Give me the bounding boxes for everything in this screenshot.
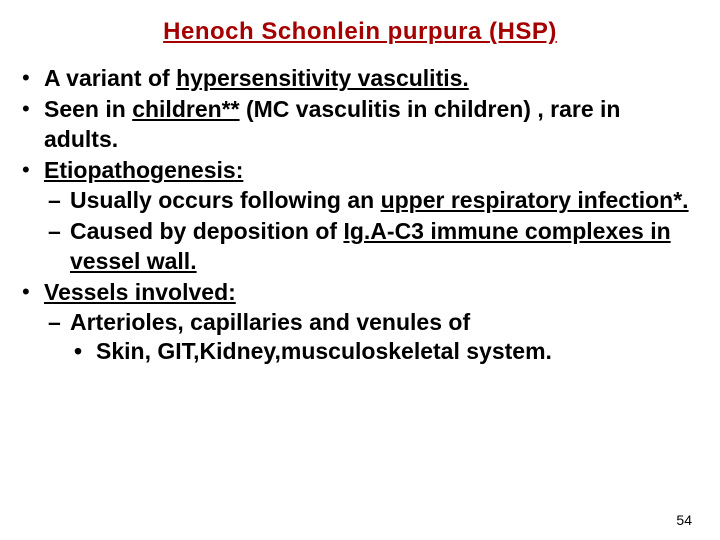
- text-segment: Vessels involved:: [44, 279, 236, 305]
- sub-sub-item: Skin, GIT,Kidney,musculoskeletal system.: [96, 337, 700, 366]
- page-number: 54: [676, 512, 692, 528]
- bullet-item: Seen in children** (MC vasculitis in chi…: [44, 95, 700, 154]
- sub-list-1: Arterioles, capillaries and venules of Sk…: [44, 308, 700, 367]
- text-segment: children**: [132, 96, 239, 122]
- sub-item: Arterioles, capillaries and venules of Sk…: [70, 308, 700, 367]
- sub-list-1: Usually occurs following an upper respir…: [44, 186, 700, 276]
- text-segment: A variant of: [44, 65, 176, 91]
- text-segment: hypersensitivity vasculitis.: [176, 65, 469, 91]
- text-segment: Skin, GIT,Kidney,musculoskeletal system.: [96, 338, 552, 364]
- text-segment: Etiopathogenesis:: [44, 157, 243, 183]
- bullet-list: A variant of hypersensitivity vasculitis…: [20, 64, 700, 366]
- text-segment: Seen in: [44, 96, 132, 122]
- bullet-item: A variant of hypersensitivity vasculitis…: [44, 64, 700, 93]
- text-segment: Usually occurs following an: [70, 187, 381, 213]
- sub-item: Caused by deposition of Ig.A-C3 immune c…: [70, 217, 700, 276]
- bullet-item: Etiopathogenesis: Usually occurs followin…: [44, 156, 700, 276]
- sub-item: Usually occurs following an upper respir…: [70, 186, 700, 215]
- sub-list-2: Skin, GIT,Kidney,musculoskeletal system.: [70, 337, 700, 366]
- text-segment: Caused by deposition of: [70, 218, 343, 244]
- bullet-item: Vessels involved: Arterioles, capillaries…: [44, 278, 700, 366]
- text-segment: Arterioles, capillaries and venules of: [70, 309, 470, 335]
- slide-title: Henoch Schonlein purpura (HSP): [20, 18, 700, 46]
- text-segment: upper respiratory infection*.: [381, 187, 689, 213]
